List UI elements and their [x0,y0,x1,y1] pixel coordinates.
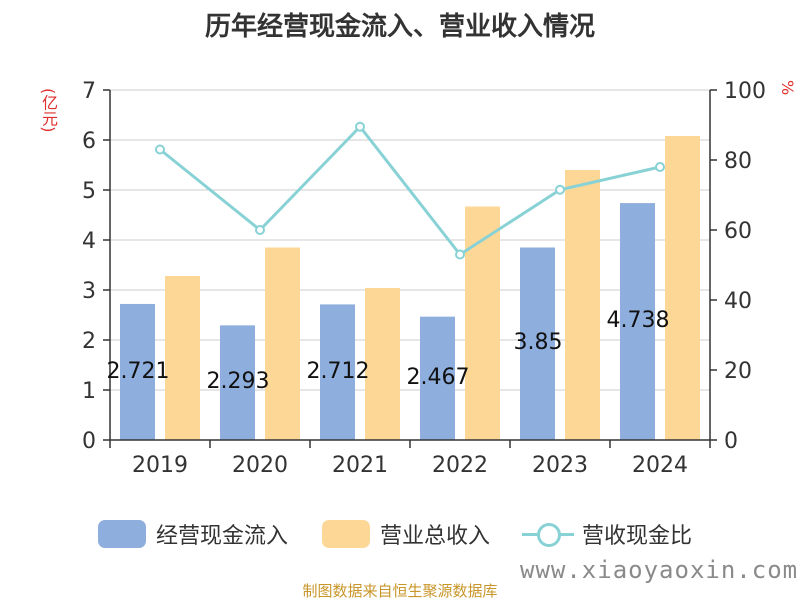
bar-revenue [365,288,400,440]
y-left-tick-label: 7 [82,79,96,104]
bar-revenue [265,247,300,440]
y-left-tick-label: 5 [82,179,96,204]
bar-cash-flow [420,316,455,440]
x-tick-label: 2022 [432,453,488,478]
x-tick-label: 2019 [132,453,188,478]
bar-cash-flow [620,203,655,440]
legend-swatch-cash [98,520,146,548]
legend-label-cash: 经营现金流入 [156,524,289,549]
point-ratio [655,162,665,172]
x-tick-label: 2024 [632,453,688,478]
point-ratio [555,184,565,195]
bar-revenue [665,136,700,440]
data-label-cash: 2.721 [107,359,170,384]
y-left-tick-label: 2 [82,329,96,354]
y-left-tick-label: 6 [82,129,96,154]
bar-revenue [465,206,500,440]
y-right-tick-label: 0 [724,429,738,454]
y-right-tick-label: 40 [724,289,752,314]
y-right-tick-label: 100 [724,79,766,104]
y-right-tick-label: 80 [724,149,752,174]
chart-plot: 0 1 2 3 4 5 6 7 0 20 40 60 80 100 2019 2020 2021 2022 2023… [82,79,766,478]
bar-cash-flow [520,247,555,440]
bar-revenue [565,170,600,440]
chart-title: 历年经营现金流入、营业收入情况 [204,12,595,42]
point-ratio [455,249,465,260]
bar-cash-flow [220,325,255,440]
right-axis-unit: % [778,80,797,96]
legend-label-revenue: 营业总收入 [380,524,491,549]
bar-revenue [165,276,200,440]
bar-cash-flow [320,304,355,440]
y-left-tick-label: 4 [82,229,96,254]
y-right-tick-label: 60 [724,219,752,244]
y-left-tick-label: 3 [82,279,96,304]
x-tick-label: 2023 [532,453,588,478]
watermark-text: www.xiaoyaoxin.com [520,556,799,584]
data-label-cash: 3.85 [514,330,563,355]
legend-item-ratio[interactable]: 营收现金比 [522,516,692,552]
point-ratio [155,144,165,155]
legend-swatch-revenue [322,520,370,548]
data-label-cash: 4.738 [607,308,670,333]
legend-swatch-ratio [522,520,574,548]
y-left-tick-label: 1 [82,379,96,404]
x-tick-label: 2020 [232,453,288,478]
legend-item-cash[interactable]: 经营现金流入 [98,516,288,552]
bar-cash-flow [120,303,155,440]
line-ratio [159,124,661,257]
point-ratio [355,121,365,132]
x-tick-label: 2021 [332,453,388,478]
point-ratio [255,225,265,235]
y-left-tick-label: 0 [82,429,96,454]
legend-label-ratio: 营收现金比 [582,524,693,549]
y-right-tick-label: 20 [724,359,752,384]
source-note: 制图数据来自恒生聚源数据库 [302,582,498,600]
data-label-cash: 2.712 [307,359,370,384]
legend-item-revenue[interactable]: 营业总收入 [322,516,490,552]
legend: 经营现金流入 营业总收入 营收现金比 [0,516,800,552]
data-label-cash: 2.293 [207,369,270,394]
left-axis-unit: (亿元) [39,88,58,133]
data-label-cash: 2.467 [407,365,470,390]
